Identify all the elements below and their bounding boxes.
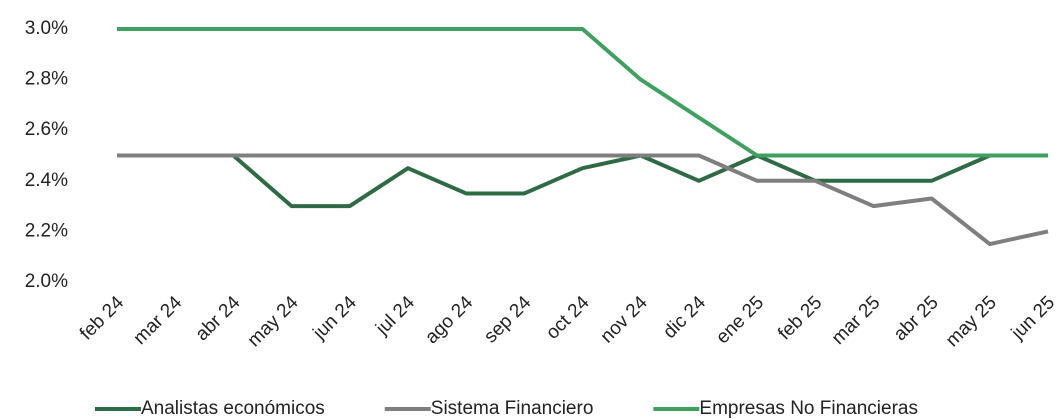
x-tick-label: mar 25 [828,292,885,349]
x-tick-label: feb 24 [76,292,129,345]
y-tick-label: 2.4% [25,170,68,191]
x-tick-label: oct 24 [542,292,594,344]
x-tick-label: nov 24 [597,292,652,347]
x-tick-label: jun 25 [1007,292,1059,344]
x-tick-label: mar 24 [130,292,187,349]
legend-label: Empresas No Financieras [699,398,918,419]
x-tick-label: ene 25 [712,292,768,348]
y-tick-label: 2.6% [25,119,68,140]
series-line [117,153,1048,209]
x-tick-label: may 24 [244,292,303,351]
x-tick-label: dic 24 [659,292,710,343]
y-tick-label: 2.8% [25,69,68,90]
x-tick-label: feb 25 [774,292,826,344]
x-tick-label: ago 24 [421,292,477,348]
legend-label: Sistema Financiero [431,398,594,419]
y-tick-label: 3.0% [25,18,68,39]
series-line [117,153,1049,247]
x-tick-label: abr 24 [192,292,245,345]
x-tick-label: jun 24 [309,292,361,344]
x-tick-label: sep 24 [480,292,535,347]
x-tick-label: abr 25 [890,292,943,345]
y-tick-label: 2.0% [25,271,68,292]
y-tick-label: 2.2% [25,220,68,241]
series-line [117,27,1048,158]
legend-label: Analistas económicos [141,398,325,419]
x-tick-label: jul 24 [371,292,419,340]
x-tick-label: may 25 [942,292,1001,351]
